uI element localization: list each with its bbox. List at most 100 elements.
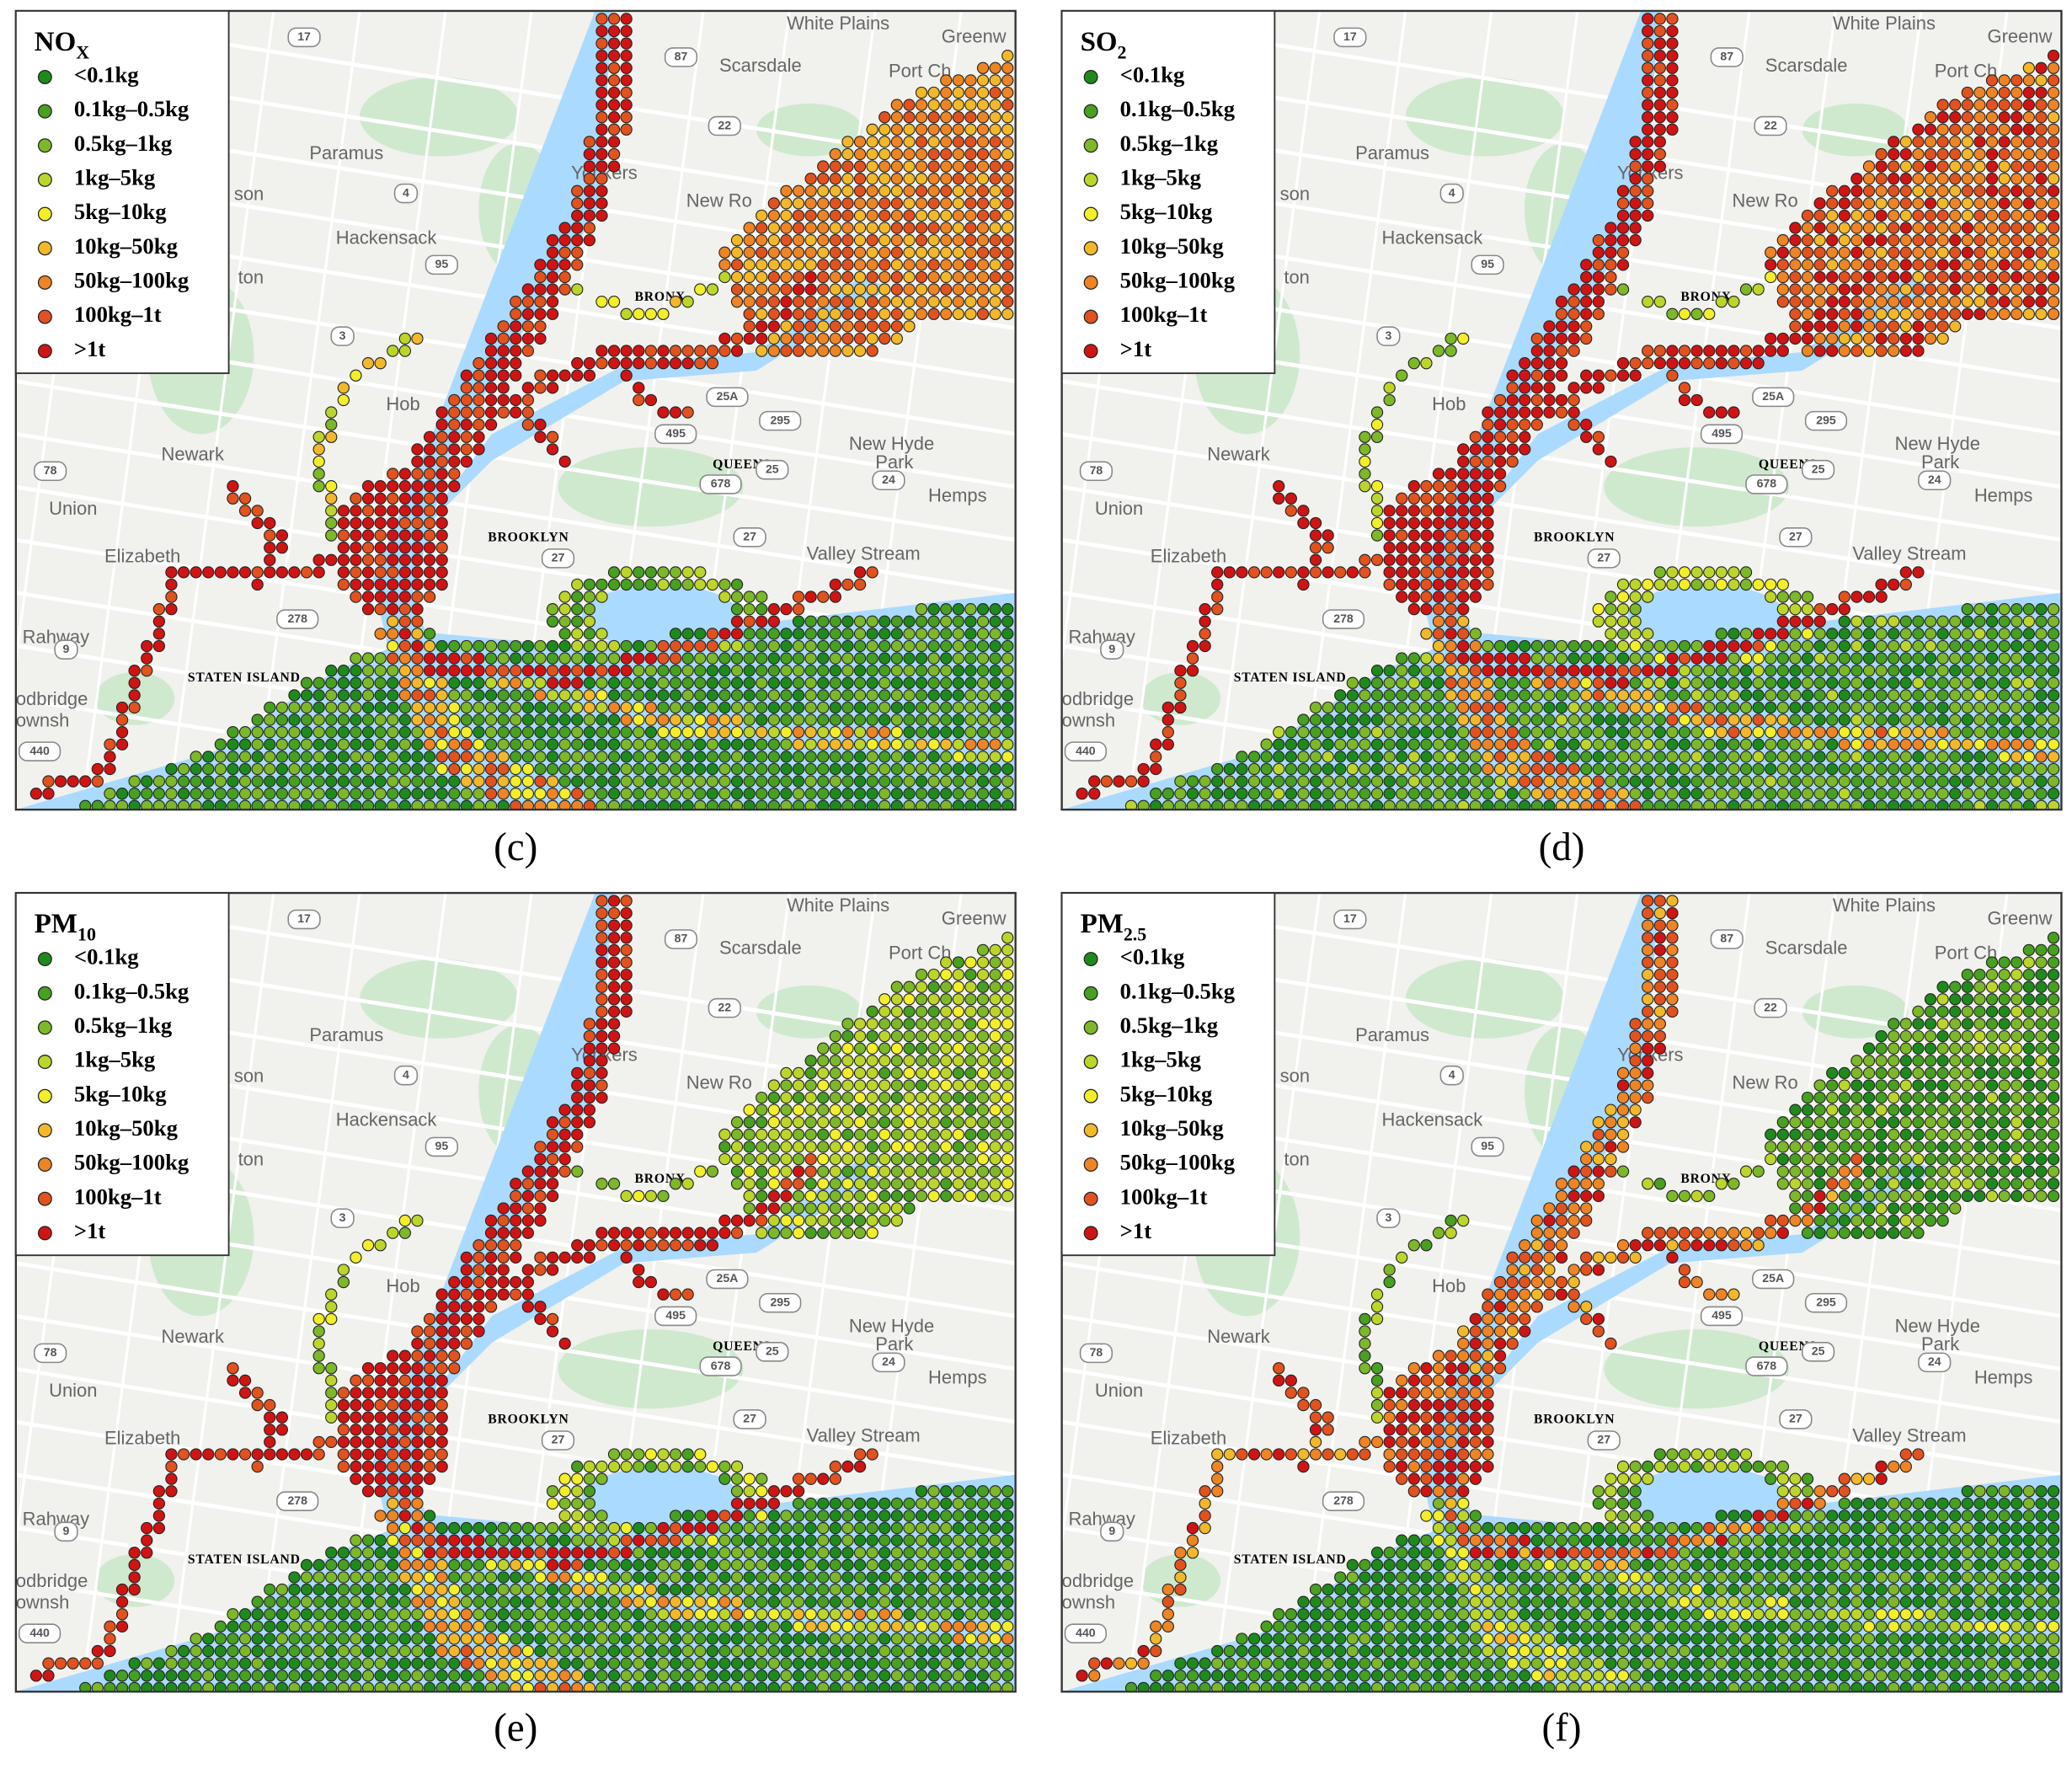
emission-dot — [890, 1510, 903, 1522]
emission-dot — [583, 1497, 595, 1510]
emission-dot — [730, 701, 744, 714]
emission-dot — [669, 701, 682, 714]
emission-dot — [387, 1435, 399, 1449]
emission-dot — [841, 1055, 854, 1067]
emission-dot — [756, 222, 768, 234]
emission-dot — [1137, 799, 1150, 810]
emission-dot — [817, 701, 830, 714]
emission-dot — [1322, 775, 1334, 788]
emission-dot — [411, 1472, 424, 1485]
emission-dot — [1482, 419, 1494, 431]
road-shield-label: 9 — [1108, 642, 1115, 655]
emission-dot — [534, 726, 547, 739]
emission-dot — [1875, 209, 1888, 222]
emission-dot — [1888, 160, 1900, 173]
emission-dot — [952, 603, 964, 616]
emission-dot — [1875, 652, 1888, 665]
emission-dot — [1985, 713, 1999, 726]
emission-dot — [1137, 762, 1150, 776]
emission-dot — [927, 1521, 940, 1535]
emission-dot — [767, 628, 780, 640]
emission-dot — [1666, 307, 1679, 320]
place-label: Hemps — [1974, 484, 2033, 505]
emission-dot — [1715, 676, 1728, 689]
legend-marker — [37, 69, 52, 84]
emission-dot — [1001, 1079, 1014, 1092]
emission-dot — [620, 919, 633, 932]
emission-dot — [1998, 136, 2011, 148]
emission-dot — [866, 1214, 878, 1227]
emission-dot — [903, 1018, 916, 1030]
emission-dot — [1642, 37, 1654, 50]
emission-dot — [1370, 430, 1384, 443]
emission-dot — [989, 136, 1001, 148]
emission-dot — [657, 665, 670, 677]
emission-dot — [1605, 259, 1617, 271]
emission-dot — [546, 701, 559, 714]
emission-dot — [484, 1275, 498, 1289]
emission-dot — [927, 1066, 940, 1080]
emission-dot — [2047, 762, 2060, 776]
emission-dot — [2022, 86, 2035, 99]
emission-dot — [534, 259, 547, 271]
emission-dot — [903, 652, 916, 665]
emission-dot — [1888, 628, 1900, 640]
emission-dot — [1493, 689, 1507, 702]
emission-dot — [361, 1424, 375, 1436]
emission-dot — [1309, 553, 1322, 566]
emission-dot — [1370, 553, 1384, 566]
emission-dot — [1370, 726, 1384, 739]
emission-dot — [423, 1435, 436, 1449]
emission-dot — [1653, 701, 1666, 714]
emission-dot — [1862, 676, 1876, 689]
emission-dot — [398, 1472, 411, 1485]
emission-dot — [411, 689, 424, 702]
emission-dot — [1629, 689, 1642, 702]
emission-dot — [657, 406, 670, 419]
emission-dot — [1653, 566, 1666, 579]
emission-dot — [841, 578, 854, 591]
emission-dot — [756, 1128, 768, 1141]
emission-dot — [288, 713, 301, 726]
road-shield-label: 78 — [44, 463, 57, 477]
emission-dot — [1678, 701, 1691, 714]
road-shield-label: 25A — [716, 1271, 738, 1285]
emission-dot — [952, 775, 964, 788]
emission-dot — [1739, 676, 1753, 689]
emission-dot — [1519, 751, 1531, 763]
emission-dot — [1284, 566, 1297, 579]
emission-dot — [1284, 505, 1297, 517]
emission-dot — [1949, 639, 1962, 653]
emission-dot — [595, 943, 608, 957]
emission-dot — [1826, 665, 1839, 677]
road-shield — [1079, 461, 1113, 482]
emission-dot — [1616, 652, 1630, 665]
emission-dot — [706, 689, 718, 702]
emission-dot — [1949, 676, 1962, 689]
emission-dot — [1653, 37, 1666, 50]
emission-dot — [976, 1485, 990, 1498]
emission-dot — [633, 566, 645, 579]
emission-dot — [964, 615, 977, 628]
emission-dot — [411, 1497, 424, 1510]
emission-dot — [829, 1165, 841, 1178]
emission-dot — [1469, 689, 1482, 702]
emission-dot — [484, 1239, 498, 1252]
place-label: ownsh — [1062, 709, 1116, 730]
emission-dot — [976, 1055, 990, 1067]
emission-dot — [976, 296, 990, 308]
emission-dot — [669, 1178, 682, 1190]
emission-dot — [325, 1411, 338, 1424]
emission-dot — [398, 665, 411, 677]
emission-dot — [1985, 283, 1999, 296]
emission-dot — [743, 320, 756, 333]
emission-dot — [152, 639, 165, 653]
emission-dot — [1703, 738, 1716, 751]
emission-dot — [227, 726, 239, 739]
emission-dot — [681, 665, 694, 677]
emission-dot — [264, 701, 276, 714]
emission-dot — [398, 1411, 411, 1424]
emission-dot — [350, 369, 362, 382]
emission-dot — [387, 1374, 399, 1387]
road-shield-label: 87 — [1720, 50, 1733, 63]
